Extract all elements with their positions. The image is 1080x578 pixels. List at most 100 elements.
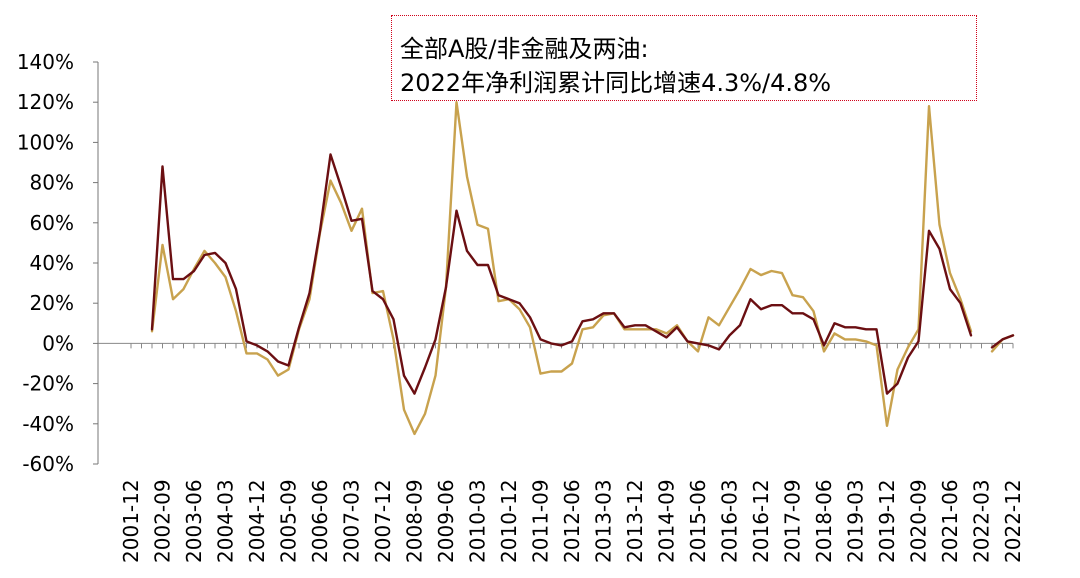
series-1-point <box>256 344 258 347</box>
series-1-point <box>1012 334 1014 337</box>
series-2-point <box>571 362 573 365</box>
series-1-point <box>371 290 374 292</box>
series-1-point <box>676 326 678 329</box>
series-1-point <box>655 330 657 333</box>
series-2-point <box>392 338 395 341</box>
series-2-point <box>560 370 563 373</box>
series-2-point <box>781 272 783 274</box>
series-2-point <box>665 332 668 335</box>
series-1-point <box>697 342 699 345</box>
series-1-point <box>350 220 353 222</box>
y-tick-label: 20% <box>30 291 74 315</box>
series-2-point <box>287 368 290 371</box>
x-tick-label: 2003-06 <box>182 479 206 563</box>
x-tick-label: 2013-12 <box>623 479 647 563</box>
series-2-point <box>151 330 153 333</box>
series-1-point <box>644 324 647 327</box>
x-axis: 2001-12 2002-09 2003-06 2004-03 2004-12 2005-… <box>98 342 1025 563</box>
series-1-point <box>539 338 542 341</box>
series-1-point <box>287 364 290 367</box>
series-1-point <box>823 344 825 347</box>
y-axis: -60% -40% -20% 0% 20% 40% 60% 80% 100% 120% 140% <box>17 50 99 476</box>
series-1-point <box>854 326 857 329</box>
series-1-point <box>613 312 615 315</box>
series-1-point <box>844 326 846 329</box>
series-1-point <box>308 292 311 294</box>
series-2-point <box>518 308 521 311</box>
series-1-point <box>413 392 416 395</box>
series-1-point <box>560 344 563 347</box>
y-tick-label: 0% <box>42 331 74 355</box>
series-1-point <box>298 326 300 329</box>
x-tick-label: 2004-12 <box>245 479 269 563</box>
x-tick-label: 2019-12 <box>875 479 899 563</box>
series-line-2 <box>150 101 1015 436</box>
x-tick-label: 2011-09 <box>529 479 553 563</box>
annotation-line-2: 2022年净利润累计同比增速4.3%/4.8% <box>400 69 832 97</box>
series-2-point <box>896 368 899 371</box>
series-layer <box>150 101 1015 436</box>
series-2-point <box>361 207 363 210</box>
series-1-point <box>581 320 584 323</box>
x-tick-label: 2007-03 <box>340 479 364 563</box>
series-1-point <box>791 312 794 315</box>
x-tick-label: 2004-03 <box>214 479 238 563</box>
series-1-point <box>182 278 185 280</box>
series-1-point <box>991 346 993 349</box>
y-tick-label: 100% <box>17 130 74 154</box>
series-1-point <box>403 374 405 377</box>
series-1-point <box>203 254 206 256</box>
x-tick-label: 2001-12 <box>119 479 143 563</box>
series-2-point <box>770 270 773 272</box>
x-tick-label: 2017-09 <box>781 479 805 563</box>
series-1-point <box>434 338 437 341</box>
series-1-point <box>235 288 237 290</box>
series-2-point <box>161 244 164 246</box>
series-2-point <box>172 298 174 301</box>
series-2-point <box>959 298 962 301</box>
series-2-point <box>592 326 594 329</box>
x-tick-label: 2016-12 <box>749 479 773 563</box>
series-2-point <box>382 290 384 292</box>
x-tick-label: 2018-06 <box>812 479 836 563</box>
series-2-point <box>245 352 248 355</box>
series-2-point <box>812 310 815 313</box>
series-2-point <box>256 352 258 355</box>
series-2-point <box>266 358 269 361</box>
series-2-point <box>340 201 342 204</box>
series-2-point <box>644 328 647 331</box>
x-tick-label: 2014-09 <box>655 479 679 563</box>
series-2-point <box>844 338 846 341</box>
series-1-point <box>361 218 363 220</box>
series-1-point <box>571 340 573 343</box>
x-tick-label: 2010-12 <box>497 479 521 563</box>
y-tick-label: -40% <box>22 412 74 436</box>
series-2-point <box>581 328 584 331</box>
series-1-point <box>623 326 626 329</box>
series-1-point <box>550 342 552 345</box>
series-1-point <box>833 322 836 325</box>
x-tick-label: 2022-03 <box>970 479 994 563</box>
x-tick-label: 2019-03 <box>844 479 868 563</box>
series-2-point <box>182 288 185 290</box>
y-tick-label: 40% <box>30 251 74 275</box>
series-2-point <box>235 310 237 313</box>
series-2-point <box>403 408 405 411</box>
x-tick-label: 2002-09 <box>151 479 175 563</box>
series-1-point <box>508 298 510 301</box>
series-1-point <box>319 230 321 232</box>
series-1-point <box>959 302 962 305</box>
x-tick-label: 2008-09 <box>403 479 427 563</box>
annotation-line-1: 全部A股/非金融及两油: <box>400 35 649 63</box>
series-1-point <box>875 328 878 331</box>
y-tick-label: 80% <box>30 171 74 195</box>
series-1-point <box>193 270 195 272</box>
series-2-point <box>224 276 227 278</box>
series-1-point <box>592 318 594 321</box>
series-2-point <box>707 316 710 319</box>
x-tick-label: 2007-12 <box>371 479 395 563</box>
series-2-point <box>455 101 458 103</box>
series-2-point <box>623 328 626 331</box>
series-2-point <box>308 298 311 301</box>
series-2-point <box>214 262 216 264</box>
